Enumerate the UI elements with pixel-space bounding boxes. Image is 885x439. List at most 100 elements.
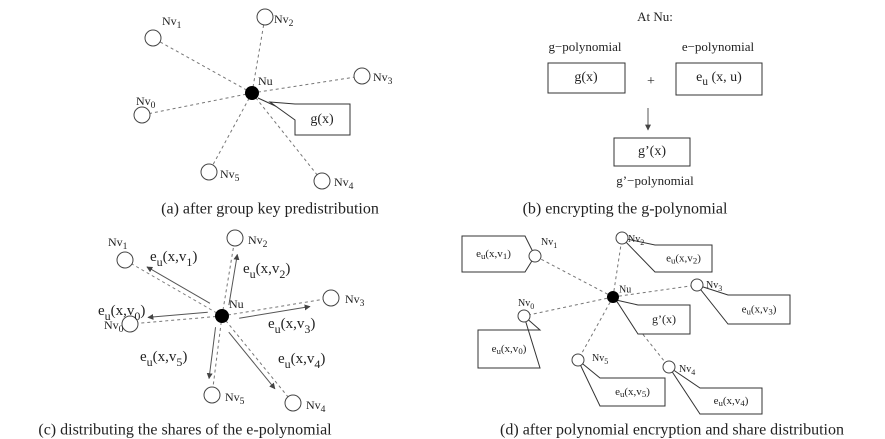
text-segment: 5 xyxy=(235,173,240,184)
heading: At Nu: xyxy=(637,9,673,24)
link xyxy=(221,315,294,404)
text-segment: 5 xyxy=(176,355,182,369)
link xyxy=(612,284,698,298)
text-segment: 0 xyxy=(134,309,140,323)
text-segment: (x,v xyxy=(485,248,503,260)
node xyxy=(121,315,139,333)
text-segment: 5 xyxy=(642,389,647,399)
node xyxy=(528,249,542,263)
text-segment: u xyxy=(746,307,751,317)
center-label: Nu xyxy=(258,74,273,88)
text-segment: 2 xyxy=(289,18,294,29)
text-segment: 3 xyxy=(360,298,365,309)
node-label: Nv2 xyxy=(248,233,268,250)
link xyxy=(152,37,253,94)
share-label: eu(x,v5) xyxy=(140,349,187,368)
text-segment: u xyxy=(275,322,281,336)
text-segment: (x,v xyxy=(111,303,135,319)
title: e−polynomial xyxy=(682,39,755,54)
link xyxy=(523,296,614,317)
text-segment: (x,v xyxy=(723,395,741,407)
text-segment: ) xyxy=(310,316,315,332)
text-segment: e xyxy=(140,349,147,365)
node-label: Nv0 xyxy=(104,318,124,335)
text-segment: 4 xyxy=(314,357,320,371)
text-segment: (x,v xyxy=(501,343,519,355)
text-segment: Nv xyxy=(225,390,240,404)
text-segment: 4 xyxy=(740,398,745,408)
link xyxy=(577,296,614,361)
share-label: eu(x,v4) xyxy=(278,351,325,370)
text-segment: (x,v xyxy=(751,303,769,315)
text-segment: (x,v xyxy=(624,386,642,398)
text-segment: Nv xyxy=(345,292,360,306)
text-segment: Nv xyxy=(104,318,119,332)
text-segment: 3 xyxy=(718,284,722,293)
caption: (c) distributing the shares of the e-pol… xyxy=(38,422,332,439)
text-segment: ) xyxy=(140,303,145,319)
share-label: eu(x,v0) xyxy=(98,303,145,322)
box xyxy=(461,235,536,273)
text-segment: Nv xyxy=(274,12,289,26)
text-segment: (x,v xyxy=(291,351,315,367)
text-segment: ) xyxy=(697,252,701,264)
text-segment: u xyxy=(105,309,111,323)
text-segment: 4 xyxy=(691,368,695,377)
box xyxy=(620,237,713,273)
node xyxy=(353,67,371,85)
text-segment: e xyxy=(243,261,250,277)
title: g−polynomial xyxy=(548,39,621,54)
caption: (b) encrypting the g-polynomial xyxy=(523,201,728,218)
text-segment: Nv xyxy=(706,280,718,291)
text-segment: ) xyxy=(320,351,325,367)
text-segment: 0 xyxy=(119,324,124,335)
text-segment: Nv xyxy=(162,14,177,28)
arrow xyxy=(147,311,208,320)
node xyxy=(116,251,134,269)
box-label: eu (x, u) xyxy=(696,70,742,87)
title: g’−polynomial xyxy=(616,173,694,188)
center-node xyxy=(607,291,619,303)
link xyxy=(208,92,253,173)
text-segment: Nv xyxy=(541,237,553,248)
link xyxy=(251,92,323,182)
text-segment: ) xyxy=(773,303,777,315)
text-segment: e xyxy=(278,351,285,367)
text-segment: (x,v xyxy=(256,261,280,277)
link xyxy=(124,259,223,317)
link xyxy=(141,92,253,116)
text-segment: ) xyxy=(646,386,650,398)
text-segment: 0 xyxy=(518,346,523,356)
text-segment: ) xyxy=(285,261,290,277)
text-segment: 1 xyxy=(123,241,128,252)
link xyxy=(221,297,332,317)
text-segment: Nv xyxy=(334,175,349,189)
box xyxy=(614,299,691,335)
node xyxy=(615,231,629,245)
text-segment: u xyxy=(671,256,676,266)
share-label: eu(x,v0) xyxy=(492,343,527,356)
share-label: eu(x,v2) xyxy=(666,252,701,265)
box xyxy=(613,137,691,167)
text-segment: (x,v xyxy=(675,252,693,264)
text-segment: Nv xyxy=(108,235,123,249)
arrow xyxy=(146,266,211,304)
text-segment: 0 xyxy=(530,302,534,311)
node xyxy=(284,394,302,412)
text-segment: 1 xyxy=(553,241,557,250)
node xyxy=(322,289,340,307)
node-label: Nv3 xyxy=(345,292,365,309)
center-node xyxy=(215,309,229,323)
text-segment: e xyxy=(492,343,497,355)
node xyxy=(226,229,244,247)
arrow xyxy=(239,304,311,319)
text-segment: 5 xyxy=(604,357,608,366)
node xyxy=(256,8,274,26)
text-segment: e xyxy=(742,303,747,315)
caption: (d) after polynomial encryption and shar… xyxy=(500,422,844,439)
node xyxy=(200,163,218,181)
node xyxy=(571,353,585,367)
link xyxy=(612,237,623,298)
node-label: Nv1 xyxy=(162,14,182,31)
